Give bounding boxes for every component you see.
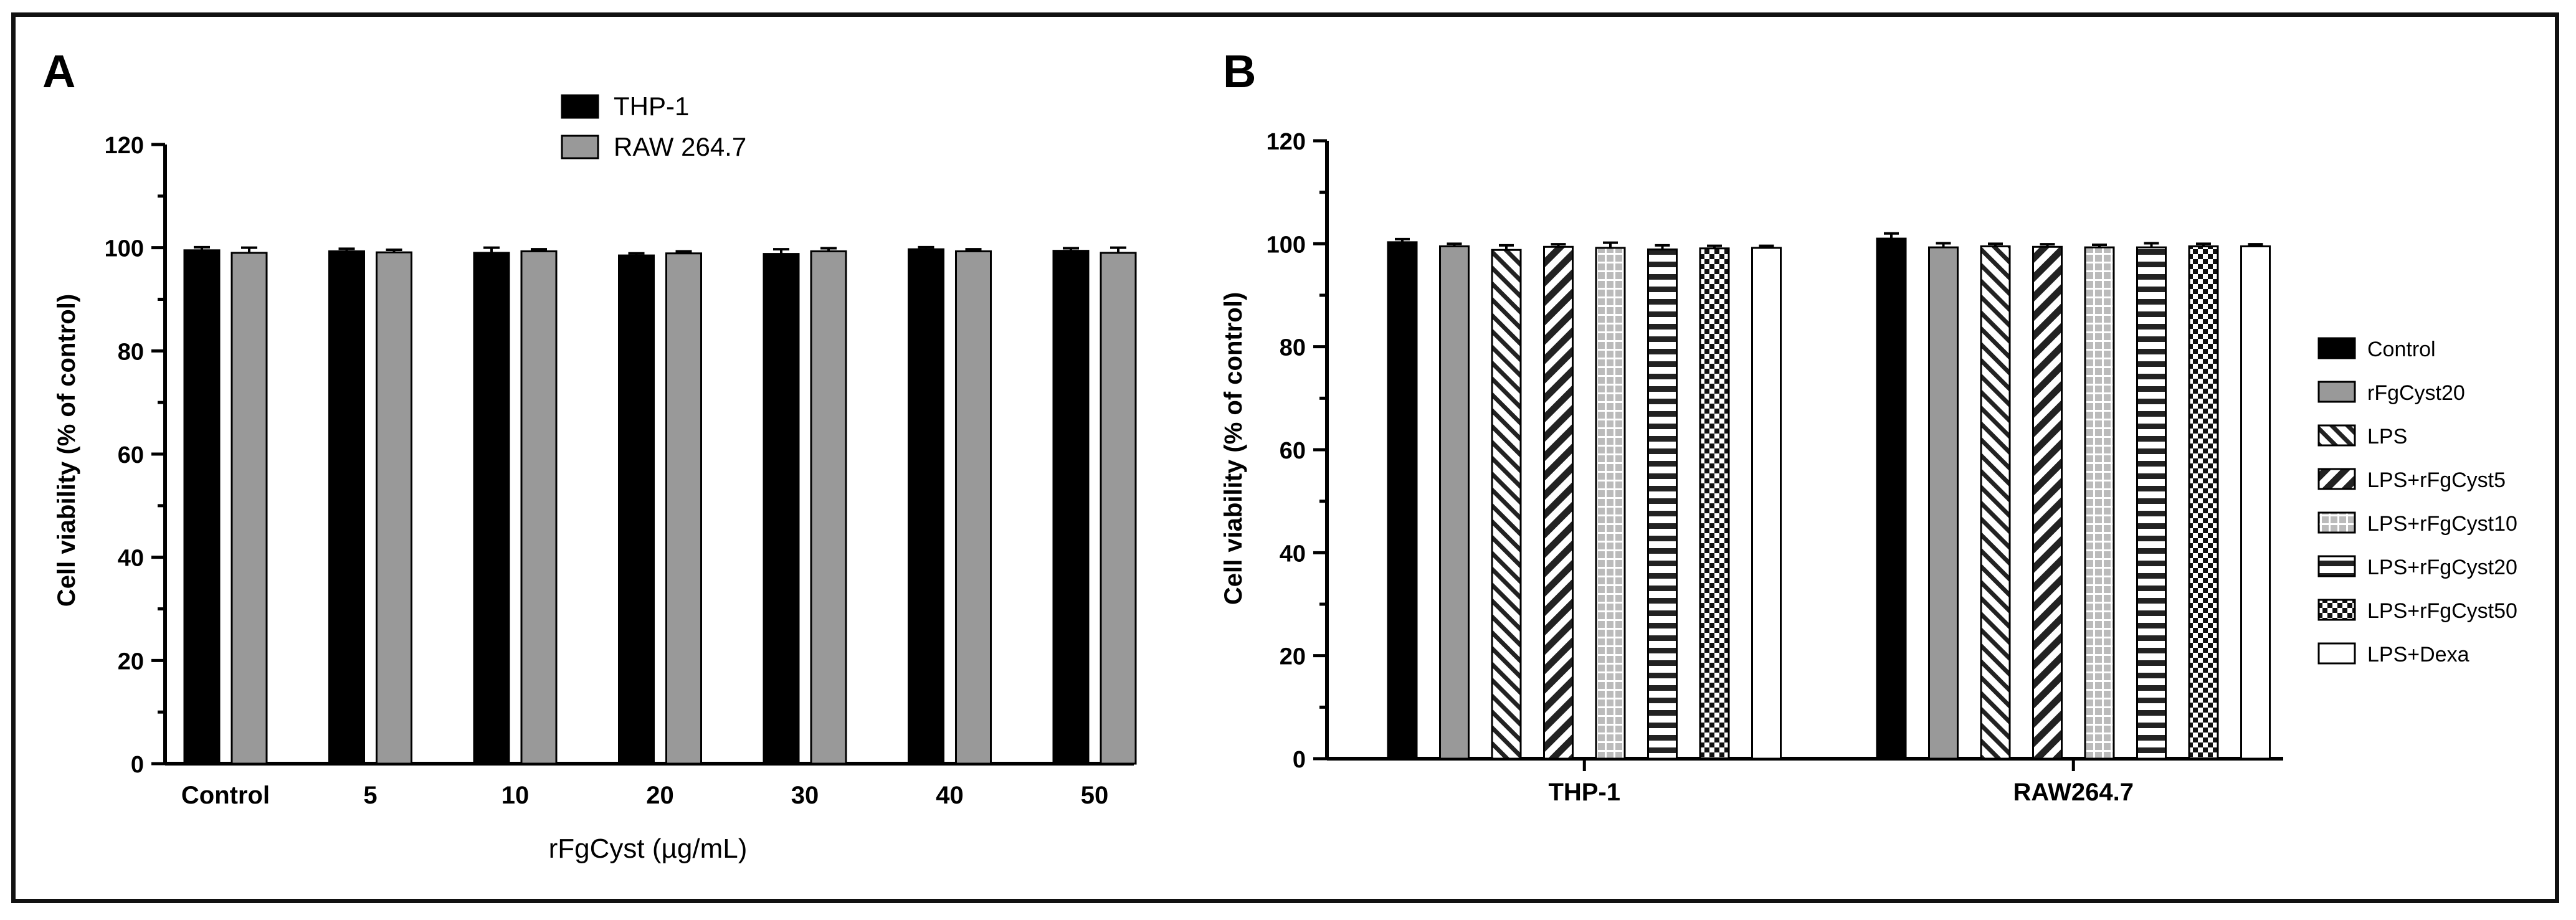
- panel-a-legend: THP-1 RAW 264.7: [561, 92, 746, 161]
- figure-frame: [11, 12, 2559, 903]
- panel-a-bar-thp1: [763, 253, 800, 765]
- panel-a-x-tick-label: 40: [936, 782, 964, 809]
- panel-b-legend-swatch: [2317, 555, 2356, 577]
- panel-a-chart: A THP-1 RAW 264.7 0 20 40 60 80 100 120 Control 5…: [42, 45, 1137, 864]
- panel-b-legend-label: LPS: [2367, 425, 2407, 448]
- panel-a-y-tick-label: 0: [131, 752, 144, 778]
- panel-a-bar-thp1: [1052, 250, 1090, 765]
- panel-b-bar-thp1: [1647, 248, 1678, 760]
- panel-b-legend-label: LPS+rFgCyst50: [2367, 599, 2517, 623]
- panel-b-bar-thp1: [1595, 247, 1626, 760]
- panel-b-legend-label: LPS+Dexa: [2367, 643, 2469, 666]
- panel-a-y-axis-title: Cell viability (% of control): [53, 294, 80, 607]
- panel-a-legend-swatch: [561, 94, 599, 119]
- panel-b-legend-label: LPS+rFgCyst20: [2367, 556, 2517, 579]
- panel-b-legend-swatch: [2317, 381, 2356, 403]
- panel-b-y-tick-label: 100: [1267, 232, 1306, 258]
- panel-a-bar-raw2647: [665, 252, 702, 765]
- panel-a-y-tick-label: 80: [118, 339, 144, 365]
- panel-a-bar-thp1: [328, 250, 365, 765]
- panel-b-bar-raw2647: [2136, 246, 2167, 760]
- panel-b-legend-label: Control: [2367, 338, 2436, 361]
- panel-a-bar-raw2647: [520, 250, 558, 765]
- panel-a-legend-label: RAW 264.7: [614, 132, 746, 161]
- panel-a-bar-raw2647: [1100, 252, 1137, 765]
- panel-a-y-tick-label: 100: [105, 236, 144, 262]
- panel-a-x-axis-title: rFgCyst (µg/mL): [549, 833, 748, 864]
- panel-a-y-tick-label: 20: [118, 648, 144, 675]
- panel-b-y-tick-label: 60: [1280, 438, 1306, 464]
- panel-a-bar-raw2647: [376, 251, 412, 765]
- panel-a-bar-raw2647: [955, 250, 992, 765]
- panel-b-y-axis-title: Cell viability (% of control): [1220, 292, 1247, 605]
- panel-a-x-tick-label: 5: [363, 782, 377, 809]
- panel-b-axes: 0 20 40 60 80 100 120 THP-1 RAW264.7: [1267, 129, 2283, 806]
- panel-a-x-tick-label: 10: [501, 782, 530, 809]
- panel-a-bar-thp1: [473, 252, 510, 765]
- panel-b-bar-thp1: [1439, 245, 1470, 760]
- panel-b-y-tick-label: 40: [1280, 541, 1306, 567]
- panel-b-legend-swatch: [2317, 424, 2356, 447]
- panel-b-legend-swatch: [2317, 642, 2356, 665]
- panel-b-x-tick-label: THP-1: [1548, 779, 1620, 806]
- panel-b-legend-swatch: [2317, 599, 2356, 621]
- panel-a-x-tick-label: Control: [181, 782, 270, 809]
- panel-b-bar-thp1: [1751, 247, 1782, 760]
- panel-a-bar-raw2647: [810, 250, 847, 765]
- panel-a-y-tick-label: 60: [118, 442, 144, 468]
- panel-a-y-tick-label: 40: [118, 546, 144, 572]
- panel-b-bar-raw2647: [1876, 237, 1907, 760]
- panel-b-chart: B Control rFgCyst20 LPS LPS+rFgCyst5 LPS+rFg…: [1220, 45, 2517, 806]
- panel-b-legend-swatch: [2317, 511, 2356, 534]
- panel-b-bar-thp1: [1543, 245, 1574, 760]
- panel-b-bar-raw2647: [2240, 245, 2271, 760]
- panel-b-bars: [1387, 232, 2271, 760]
- panel-b-bar-raw2647: [1980, 245, 2011, 760]
- panel-a-legend-swatch: [561, 135, 599, 159]
- panel-b-y-tick-label: 0: [1293, 747, 1306, 773]
- panel-a-x-tick-label: 30: [791, 782, 819, 809]
- panel-b-bar-thp1: [1387, 241, 1418, 760]
- panel-b-bar-thp1: [1699, 247, 1730, 760]
- panel-b-bar-raw2647: [1928, 246, 1959, 760]
- panel-b-legend-label: LPS+rFgCyst5: [2367, 468, 2506, 492]
- panel-b-legend: Control rFgCyst20 LPS LPS+rFgCyst5 LPS+rFgCy…: [2317, 337, 2517, 666]
- panel-b-y-tick-label: 120: [1267, 129, 1306, 155]
- panel-a-bar-thp1: [183, 249, 221, 765]
- panel-a-legend-label: THP-1: [614, 92, 689, 121]
- panel-a-y-tick-label: 120: [105, 133, 144, 159]
- panel-a-bar-thp1: [908, 248, 944, 765]
- panel-b-bar-raw2647: [2032, 245, 2063, 760]
- panel-b-legend-swatch: [2317, 337, 2356, 359]
- panel-a-x-tick-label: 50: [1081, 782, 1109, 809]
- panel-b-bar-raw2647: [2084, 246, 2115, 760]
- panel-b-bar-thp1: [1491, 249, 1522, 760]
- panel-a-bar-raw2647: [231, 252, 268, 765]
- panel-a-bars: [183, 245, 1137, 765]
- panel-label-b: B: [1223, 45, 1256, 97]
- panel-b-bar-raw2647: [2188, 245, 2219, 760]
- panel-b-legend-label: rFgCyst20: [2367, 381, 2465, 405]
- panel-a-bar-thp1: [618, 254, 655, 765]
- panel-b-legend-swatch: [2317, 468, 2356, 490]
- panel-b-y-tick-label: 80: [1280, 335, 1306, 361]
- panel-label-a: A: [42, 45, 75, 97]
- panel-b-y-tick-label: 20: [1280, 644, 1306, 670]
- panel-b-x-tick-label: RAW264.7: [2013, 779, 2134, 806]
- panel-b-legend-label: LPS+rFgCyst10: [2367, 512, 2517, 536]
- panel-a-x-tick-label: 20: [646, 782, 674, 809]
